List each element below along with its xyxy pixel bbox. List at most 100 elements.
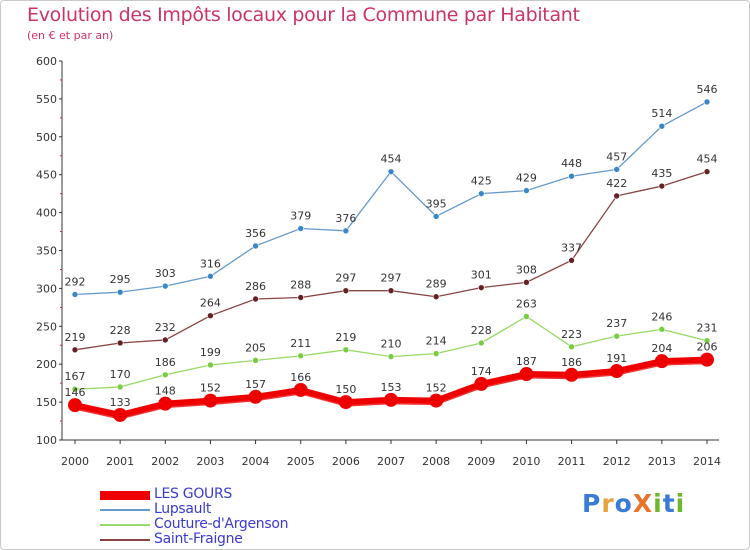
data-point	[658, 182, 666, 190]
data-point	[703, 168, 711, 175]
data-point	[158, 396, 173, 411]
y-tick-label: 150	[36, 396, 57, 409]
data-point	[474, 376, 489, 391]
legend-swatch	[100, 524, 150, 526]
data-point	[207, 361, 214, 369]
data-label: 148	[155, 385, 176, 398]
legend-label: LES GOURS	[154, 486, 233, 502]
data-point	[161, 371, 169, 379]
data-label: 186	[155, 356, 176, 369]
y-tick-label: 350	[36, 245, 57, 258]
data-label: 356	[245, 227, 266, 240]
legend-label: Saint-Fraigne	[154, 531, 243, 547]
data-point	[703, 98, 711, 106]
data-label: 297	[381, 272, 402, 285]
x-tick-label: 2004	[242, 455, 270, 468]
data-label: 303	[155, 267, 176, 280]
data-label: 205	[245, 341, 266, 354]
series-couture-d-argenson	[71, 313, 711, 393]
data-label: 376	[335, 212, 356, 225]
chart-title: Evolution des Impôts locaux pour la Comm…	[27, 4, 580, 26]
data-point	[113, 407, 128, 422]
data-point	[523, 187, 530, 194]
data-point	[252, 357, 259, 364]
data-label: 153	[381, 381, 402, 394]
data-label: 152	[200, 382, 221, 395]
data-label: 150	[335, 383, 356, 396]
data-point	[297, 294, 305, 301]
x-tick-label: 2007	[377, 455, 405, 468]
data-point	[568, 343, 575, 351]
data-label: 454	[381, 153, 402, 166]
y-tick-label: 450	[36, 169, 57, 182]
data-point	[613, 332, 621, 340]
chart-subtitle: (en € et par an)	[27, 29, 114, 42]
data-label: 297	[335, 272, 356, 285]
data-label: 231	[697, 322, 718, 335]
y-tick-label: 100	[36, 434, 57, 447]
series-lupsault	[71, 98, 711, 298]
data-label: 219	[65, 331, 86, 344]
data-point	[654, 354, 669, 369]
x-tick-label: 2012	[603, 455, 631, 468]
data-point	[342, 346, 350, 354]
data-point	[432, 350, 440, 357]
data-label: 219	[335, 331, 356, 344]
data-point	[248, 389, 263, 404]
data-point	[477, 284, 485, 291]
data-point	[609, 364, 624, 379]
data-label: 167	[65, 370, 86, 383]
data-label: 422	[606, 177, 627, 190]
data-point	[523, 279, 530, 286]
data-label: 228	[471, 324, 492, 337]
data-label: 292	[65, 275, 86, 288]
data-label: 295	[110, 273, 131, 286]
data-label: 237	[606, 317, 627, 330]
data-label: 264	[200, 297, 221, 310]
data-point	[116, 339, 124, 347]
data-point	[161, 282, 169, 290]
data-point	[207, 272, 214, 280]
data-point	[568, 172, 575, 180]
data-label: 232	[155, 321, 176, 334]
series-layer	[68, 98, 714, 422]
data-point	[71, 346, 79, 354]
data-point	[342, 287, 350, 294]
data-label: 174	[471, 365, 492, 378]
data-label: 288	[290, 278, 311, 291]
data-label: 425	[471, 175, 492, 188]
data-point	[384, 392, 398, 407]
logo-letter: i	[675, 489, 686, 518]
data-point	[297, 225, 305, 232]
data-label: 170	[110, 368, 131, 381]
x-tick-label: 2011	[558, 455, 586, 468]
data-label: 228	[110, 324, 131, 337]
y-tick-label: 250	[36, 320, 57, 333]
data-point	[293, 382, 308, 397]
data-point	[568, 257, 575, 264]
y-tick-label: 400	[36, 207, 57, 220]
data-label: 514	[651, 107, 672, 120]
data-label: 204	[651, 342, 672, 355]
data-label: 133	[110, 396, 131, 409]
data-label: 211	[290, 337, 311, 350]
data-point	[252, 295, 259, 303]
data-point	[519, 367, 534, 382]
legend-label: Couture-d'Argenson	[154, 516, 289, 532]
data-label: 166	[290, 371, 311, 384]
data-point	[203, 393, 218, 408]
data-point	[387, 353, 395, 360]
data-point	[342, 227, 350, 235]
data-label: 379	[290, 210, 311, 223]
data-label: 429	[516, 172, 537, 185]
data-point	[432, 293, 440, 301]
x-tick-label: 2002	[151, 455, 179, 468]
logo-letter: r	[601, 489, 615, 518]
data-point	[432, 213, 440, 220]
x-tick-label: 2001	[106, 455, 134, 468]
x-tick-label: 2003	[196, 455, 224, 468]
logo-letter: o	[614, 489, 633, 518]
data-label: 286	[245, 280, 266, 293]
data-point	[116, 383, 124, 391]
